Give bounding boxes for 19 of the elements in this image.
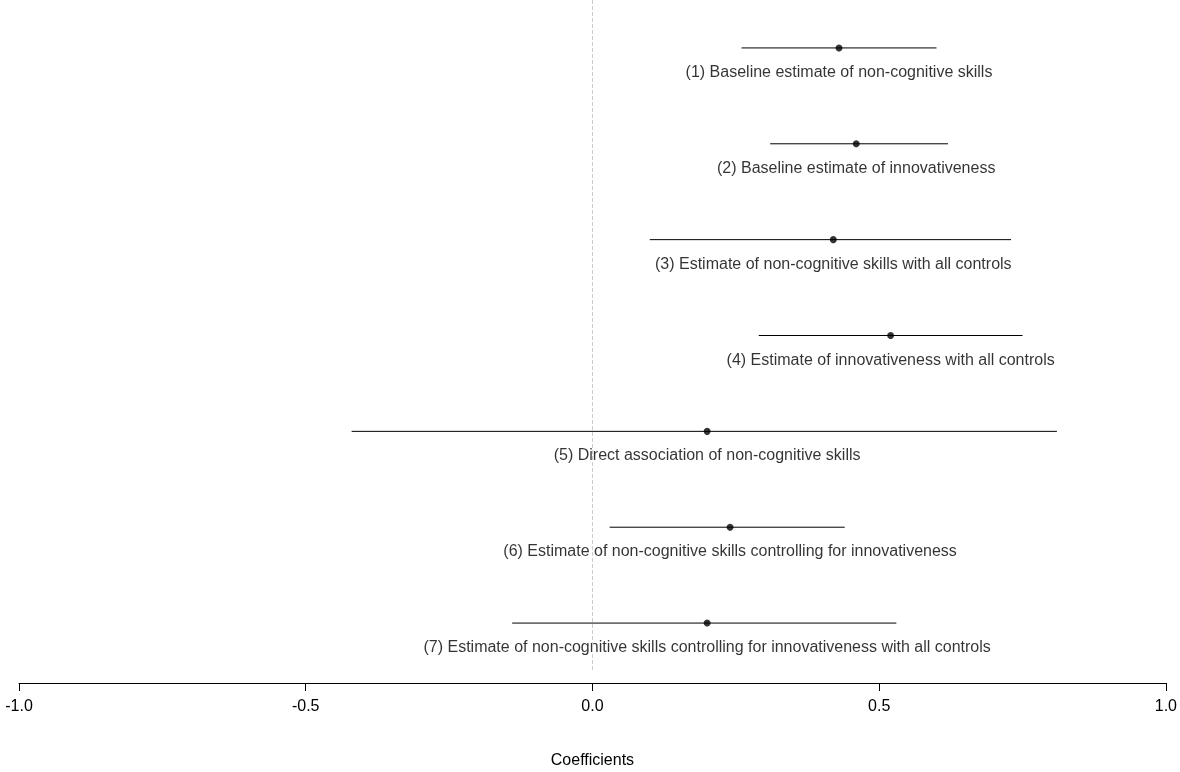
y-tick-label: (3) Estimate of non-cognitive skills with all controls bbox=[654, 254, 1012, 272]
x-tick-label: 0.0 bbox=[581, 696, 604, 714]
point bbox=[829, 236, 837, 244]
y-tick-label: (1) Baseline estimate of non-cognitive skills bbox=[685, 62, 993, 80]
y-tick-label: (5) Direct association of non-cognitive skills bbox=[553, 446, 861, 464]
point bbox=[726, 523, 734, 531]
y-tick-label: (7) Estimate of non-cognitive skills controlling for innovativeness with all controls bbox=[423, 638, 991, 656]
point bbox=[852, 140, 860, 148]
y-tick-label: (4) Estimate of innovativeness with all controls bbox=[726, 350, 1055, 368]
x-tick-label: -1.0 bbox=[5, 696, 33, 714]
y-tick-label: (2) Baseline estimate of innovativeness bbox=[717, 158, 996, 176]
x-tick-label: -0.5 bbox=[291, 696, 320, 714]
point bbox=[887, 332, 895, 339]
x-axis-title: Coefficients bbox=[550, 750, 635, 768]
x-tick-label: 1.0 bbox=[1154, 696, 1178, 714]
point bbox=[703, 619, 711, 627]
y-tick-label: (6) Estimate of non-cognitive skills controlling for innovativeness bbox=[503, 542, 957, 560]
point bbox=[703, 427, 711, 435]
x-tick-label: 0.5 bbox=[868, 696, 891, 714]
